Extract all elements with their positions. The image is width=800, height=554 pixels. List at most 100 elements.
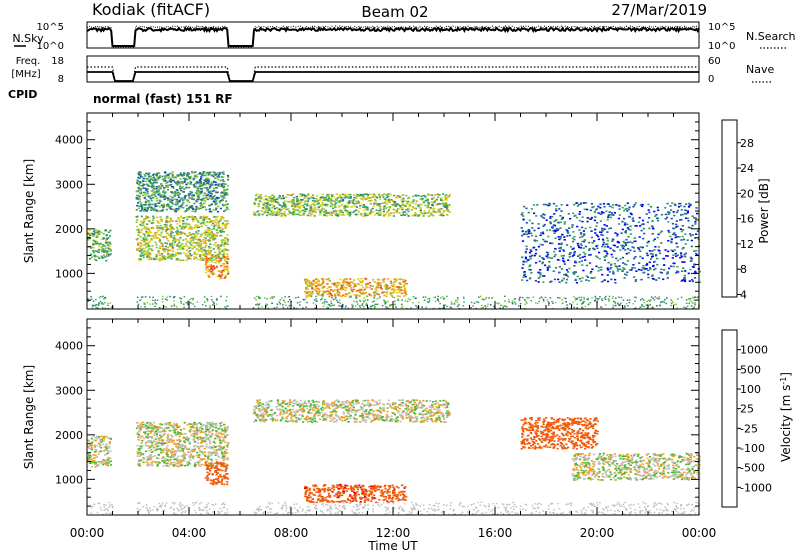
echo-cell <box>158 185 161 187</box>
echo-cell <box>399 290 402 292</box>
echo-cell <box>306 202 309 204</box>
echo-cell <box>402 286 405 288</box>
echo-cell <box>666 255 669 257</box>
echo-cell <box>209 253 212 256</box>
echo-cell <box>663 269 666 271</box>
echo-cell <box>593 276 596 279</box>
echo-cell <box>393 304 396 306</box>
echo-cell <box>484 298 486 301</box>
echo-cell <box>156 190 159 192</box>
echo-cell <box>306 279 309 282</box>
echo-cell <box>559 235 562 238</box>
echo-cell <box>429 207 432 209</box>
echo-cell <box>138 197 141 199</box>
echo-cell <box>95 444 98 447</box>
echo-cell <box>656 206 659 209</box>
echo-cell <box>176 243 179 245</box>
echo-cell <box>348 285 351 287</box>
echo-cell <box>341 193 344 196</box>
echo-cell <box>273 207 276 210</box>
echo-cell <box>697 296 699 298</box>
echo-cell <box>605 210 608 213</box>
echo-cell <box>573 250 576 253</box>
echo-cell <box>599 203 602 206</box>
echo-cell <box>624 204 627 207</box>
echo-cell <box>159 434 162 437</box>
echo-cell <box>204 264 207 266</box>
echo-cell <box>195 205 198 208</box>
echo-cell <box>179 252 182 254</box>
echo-cell <box>542 281 545 283</box>
echo-cell <box>105 443 108 446</box>
echo-cell <box>227 208 230 211</box>
echo-cell <box>361 198 364 201</box>
echo-cell <box>683 279 687 281</box>
echo-cell <box>601 298 603 300</box>
echo-cell <box>135 190 138 193</box>
echo-cell <box>215 183 218 186</box>
echo-cell <box>177 238 180 241</box>
echo-cell <box>588 249 591 251</box>
echo-cell <box>616 270 619 272</box>
echo-cell <box>650 307 653 309</box>
echo-cell <box>215 245 218 248</box>
echo-cell <box>581 306 583 308</box>
echo-cell <box>442 199 445 202</box>
echo-cell <box>95 259 98 262</box>
echo-cell <box>223 190 226 192</box>
echo-cell <box>405 194 408 197</box>
echo-cell <box>601 245 604 248</box>
echo-cell <box>166 299 168 301</box>
echo-cell <box>255 304 257 306</box>
echo-cell <box>177 216 180 219</box>
echo-cell <box>318 294 321 296</box>
echo-cell <box>562 259 565 262</box>
echo-cell <box>576 225 579 228</box>
echo-cell <box>355 201 358 204</box>
echo-cell <box>98 230 101 233</box>
echo-cell <box>138 247 141 249</box>
echo-cell <box>565 278 569 281</box>
echo-cell <box>396 289 399 291</box>
echo-cell <box>102 303 105 305</box>
echo-cell <box>108 441 111 443</box>
echo-cell <box>585 275 588 277</box>
echo-cell <box>189 190 192 193</box>
echo-cell <box>658 296 661 298</box>
echo-cell <box>563 239 566 241</box>
echo-cell <box>192 239 195 241</box>
echo-cell <box>190 207 193 209</box>
echo-cell <box>149 253 152 256</box>
echo-cell <box>590 236 594 239</box>
echo-cell <box>143 228 146 230</box>
echo-cell <box>417 205 420 208</box>
echo-cell <box>175 450 178 452</box>
echo-cell <box>524 257 528 260</box>
echo-cell <box>646 300 648 302</box>
echo-cell <box>442 193 445 195</box>
echo-cell <box>573 252 576 254</box>
echo-cell <box>310 203 313 206</box>
echo-cell <box>356 289 359 292</box>
echo-cell <box>680 230 683 233</box>
echo-cell <box>554 247 557 250</box>
echo-cell <box>617 204 620 207</box>
echo-cell <box>214 235 217 238</box>
echo-cell <box>194 462 197 464</box>
echo-cell <box>347 212 350 215</box>
echo-cell <box>196 220 199 222</box>
echo-cell <box>308 282 311 284</box>
echo-cell <box>674 234 677 236</box>
echo-cell <box>215 228 218 231</box>
echo-cell <box>305 290 308 293</box>
echo-cell <box>97 304 100 306</box>
echo-cell <box>314 299 316 301</box>
echo-cell <box>398 286 401 288</box>
echo-cell <box>346 282 349 285</box>
echo-cell <box>191 215 194 218</box>
echo-cell <box>613 212 616 214</box>
echo-cell <box>331 211 334 213</box>
echo-cell <box>203 183 206 186</box>
echo-cell <box>215 257 218 260</box>
echo-cell <box>102 237 105 239</box>
